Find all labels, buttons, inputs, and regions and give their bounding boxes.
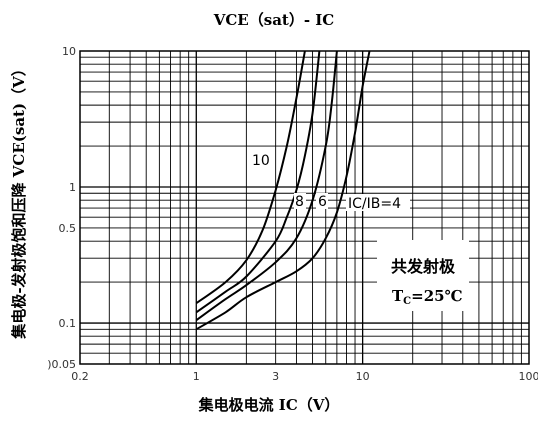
curve-label-4-bg [346,194,410,211]
x-tick-label: 1 [193,370,200,383]
curve-label-4: IC/IB=4 [348,196,401,212]
temp-value: =25℃ [411,287,462,305]
x-tick-label: 3 [272,370,279,383]
chart-title: VCE（sat）- IC [213,11,335,29]
annotation-box [377,240,469,311]
curve-label-8: 8 [295,194,304,210]
temp-label: TC=25℃ [392,287,463,307]
series-line-IC-IB-4 [195,50,371,331]
y-tick-label: 0.5 [59,222,77,235]
y-tick-label: 10 [62,45,76,58]
temp-main: T [392,287,404,305]
series-line-10 [195,50,306,305]
x-axis-title: 集电极电流 IC（V） [198,396,340,414]
temp-sub: C [403,296,411,307]
curve-label-6-bg [316,193,328,209]
x-tick-label: 100 [519,370,538,383]
curve-label-10-bg [250,151,274,168]
curve-label-6: 6 [318,194,327,210]
mode-label: 共发射极 [391,257,456,276]
x-tick-label: 10 [356,370,370,383]
curve-label-8-bg [294,193,306,209]
series-line-8 [195,50,321,314]
y-tick-label: 1 [69,181,76,194]
y-tick-label: )0.05 [47,358,76,371]
series-line-6 [195,50,338,322]
curve-label-10: 10 [252,153,270,169]
y-axis-title: 集电极-发射极饱和压降 VCE(sat)（V） [10,61,28,339]
y-tick-label: 0.1 [59,317,77,330]
series-lines [195,50,371,331]
x-tick-label: 0.2 [71,370,89,383]
tick-labels: 0.2 1 3 10 100 )0.05 0.1 0.5 1 10 [47,45,538,383]
